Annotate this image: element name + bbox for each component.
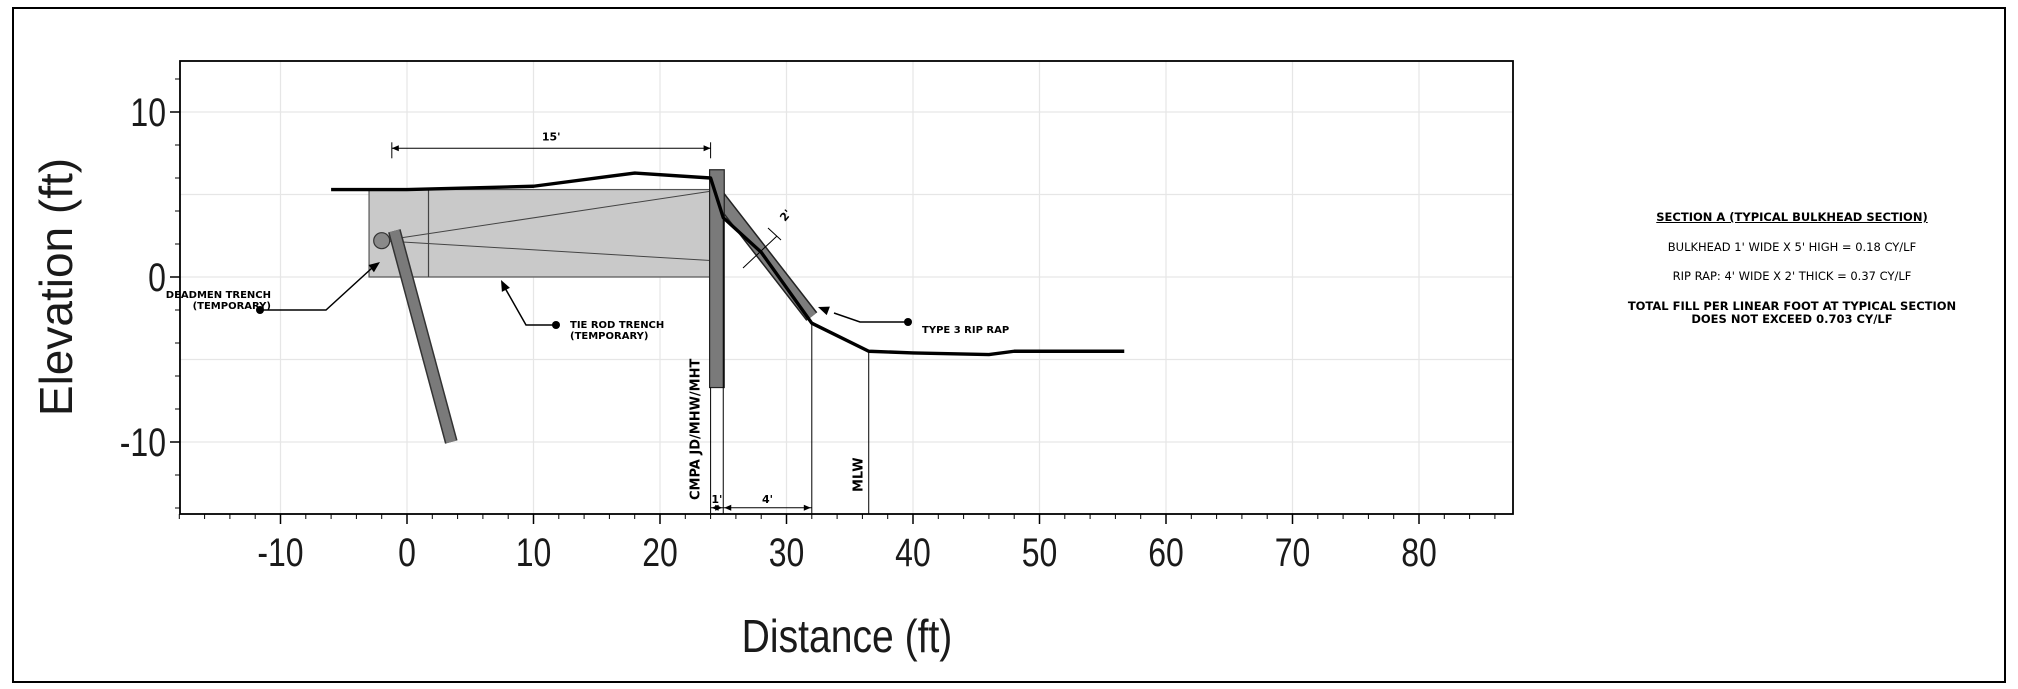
dimension-tick (767, 227, 782, 241)
callout-leader (833, 312, 908, 323)
x-axis-title: Distance (ft) (742, 611, 953, 663)
section-geometry (331, 169, 1125, 514)
x-tick-label: 60 (1148, 530, 1184, 575)
notes-total-line2: DOES NOT EXCEED 0.703 CY/LF (1691, 311, 1893, 326)
callout-leader (504, 287, 556, 326)
tie-rod-line-lower (381, 240, 711, 261)
callout-text: TIE ROD TRENCH (570, 320, 664, 331)
x-tick-label: -10 (257, 530, 303, 575)
x-tick-label: 70 (1275, 530, 1311, 575)
x-tick-label: 10 (516, 530, 552, 575)
notes-title: SECTION A (TYPICAL BULKHEAD SECTION) (1656, 210, 1928, 224)
callout-dot (256, 306, 264, 314)
vertical-label: CMPA JD/MHW/MHT (688, 359, 703, 500)
dimension-label: 15' (542, 130, 561, 143)
callout-text: DEADMEN TRENCH (166, 290, 271, 301)
x-tick-label: 30 (769, 530, 805, 575)
callout-dot (904, 318, 912, 326)
x-tick-label: 80 (1401, 530, 1437, 575)
x-tick-label: 20 (642, 530, 678, 575)
callout-arrow (368, 262, 380, 273)
callout-arrow (818, 306, 830, 316)
ground-profile (331, 171, 1125, 357)
annotations: 15' 1' 4' 2' CMPA JD/MHW/MHT MLW DEADMEN TRENC… (166, 130, 1009, 511)
dimension-arrow (391, 145, 399, 152)
grid-lines (180, 61, 1513, 514)
x-tick-label: 40 (895, 530, 931, 575)
y-tick-label: 0 (148, 255, 166, 300)
notes-bulkhead: BULKHEAD 1' WIDE X 5' HIGH = 0.18 CY/LF (1667, 239, 1917, 254)
deadman-pile (389, 229, 457, 444)
y-tick-label: -10 (120, 420, 166, 465)
dimension-arrow (715, 504, 723, 511)
callout-arrow (501, 280, 510, 292)
notes-riprap: RIP RAP: 4' WIDE X 2' THICK = 0.37 CY/LF (1672, 269, 1912, 284)
plot-area (179, 60, 1514, 515)
bulkhead-sheet (708, 169, 725, 389)
x-tick-label: 50 (1022, 530, 1058, 575)
dimension-arrow (724, 504, 732, 511)
callout-dot (552, 321, 560, 329)
dimension-label: 1' (711, 493, 722, 506)
notes-total-line1: TOTAL FILL PER LINEAR FOOT AT TYPICAL SE… (1627, 298, 1957, 313)
dimension-label: 2' (777, 207, 794, 224)
tie-rod-line (381, 190, 711, 242)
trench-fill (368, 188, 712, 278)
callout-text: TYPE 3 RIP RAP (922, 325, 1009, 336)
dimension-line (742, 235, 778, 269)
callout-leader (260, 267, 373, 311)
quantities-notes: SECTION A (TYPICAL BULKHEAD SECTION) BUL… (1592, 211, 1992, 325)
axis-ticks: -10 0 10 20 30 40 50 60 70 80 10 0 -10 (120, 78, 1496, 575)
callout-text: (TEMPORARY) (570, 331, 648, 342)
x-tick-label: 0 (398, 530, 416, 575)
cross-section-chart: -10 0 10 20 30 40 50 60 70 80 10 0 -10 15' 1' 4' 2' CMPA… (30, 60, 1514, 663)
dimension-arrow (703, 145, 711, 152)
dimension-label: 4' (762, 493, 773, 506)
y-tick-label: 10 (130, 90, 166, 135)
y-axis-title: Elevation (ft) (30, 158, 82, 416)
callout-text: (TEMPORARY) (193, 301, 271, 312)
deadman-anchor (373, 232, 391, 250)
drawing-frame (12, 7, 2006, 683)
vertical-label: MLW (852, 457, 867, 492)
dimension-arrow (803, 504, 811, 511)
